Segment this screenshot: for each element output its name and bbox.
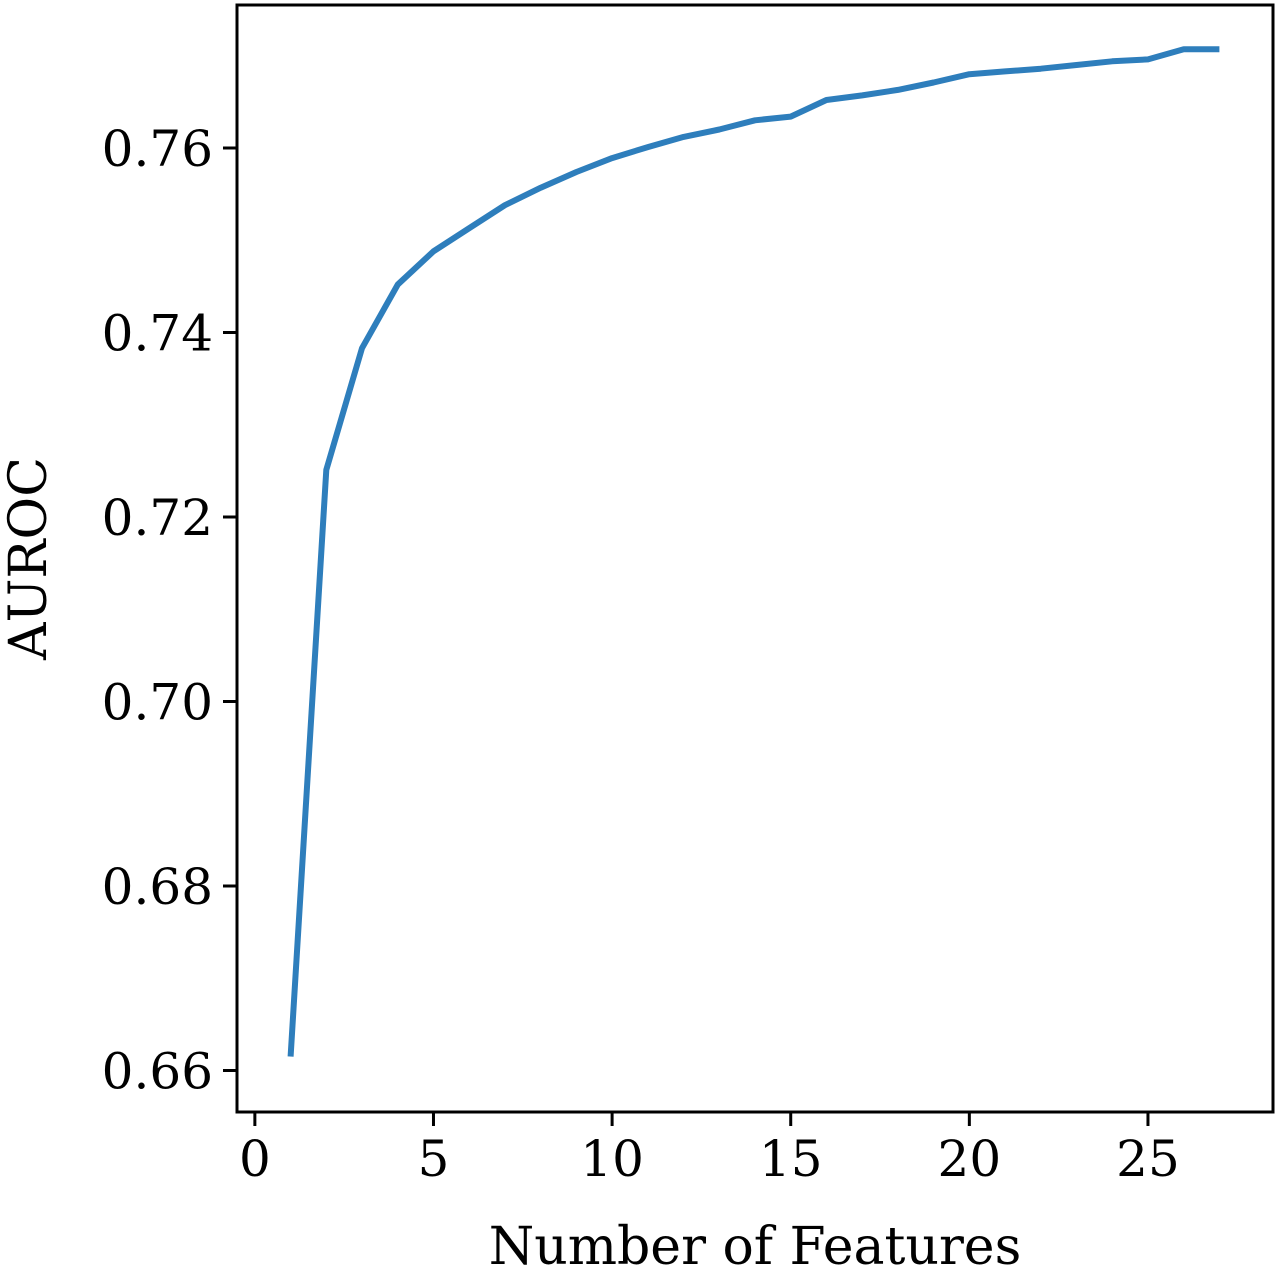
y-tick-label: 0.74 <box>102 304 213 362</box>
x-axis-label: Number of Features <box>489 1217 1022 1272</box>
y-tick-label: 0.76 <box>102 120 213 178</box>
y-axis: 0.66 0.68 0.70 0.72 0.74 0.76 <box>102 120 237 1100</box>
x-tick-label: 20 <box>938 1130 1002 1188</box>
y-tick-label: 0.68 <box>102 858 213 916</box>
x-axis: 0 5 10 15 20 25 <box>239 1112 1180 1188</box>
x-tick-label: 15 <box>759 1130 823 1188</box>
x-tick-label: 25 <box>1116 1130 1180 1188</box>
x-tick-label: 0 <box>239 1130 271 1188</box>
y-tick-label: 0.70 <box>102 673 213 731</box>
x-tick-label: 5 <box>418 1130 450 1188</box>
plot-frame <box>235 3 1275 1114</box>
x-tick-label: 10 <box>580 1130 644 1188</box>
series-line <box>287 46 1220 1057</box>
plot-area <box>287 46 1220 1057</box>
y-tick-label: 0.72 <box>102 489 213 547</box>
y-axis-label: AUROC <box>0 457 59 661</box>
y-tick-label: 0.66 <box>102 1042 213 1100</box>
